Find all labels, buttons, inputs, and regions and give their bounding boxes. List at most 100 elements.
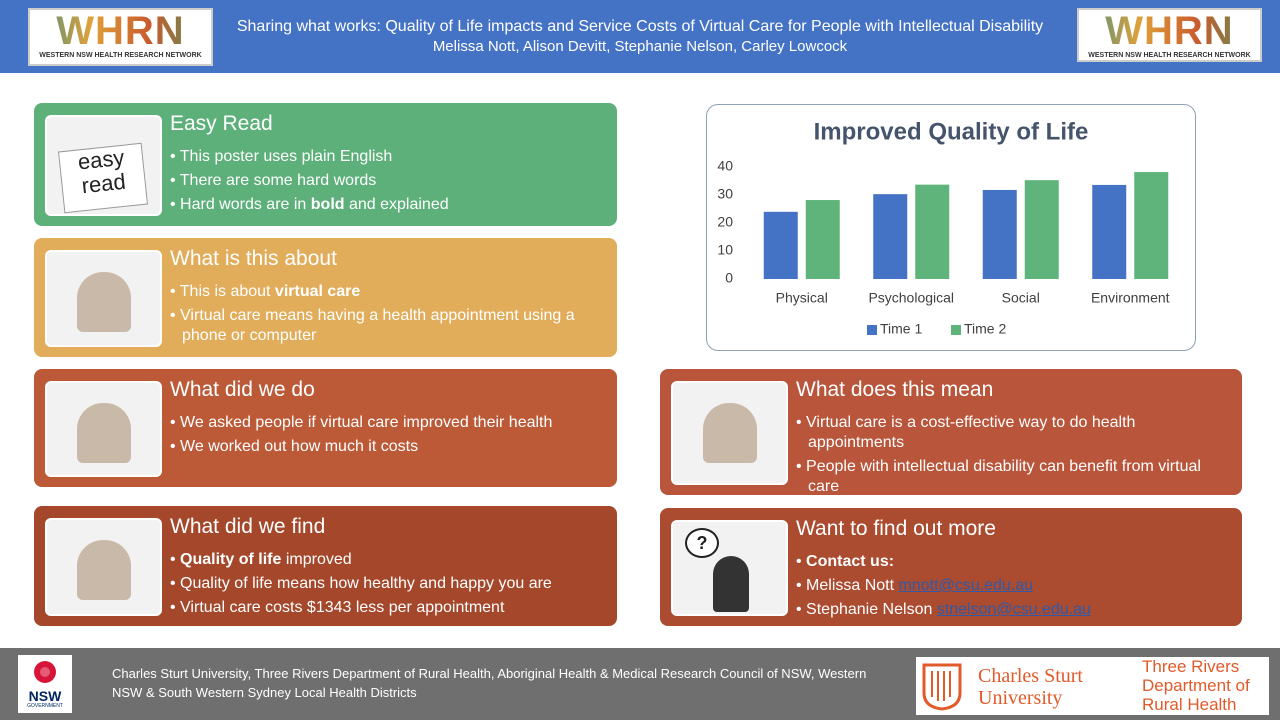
bullet: Virtual care is a cost-effective way to … [796, 413, 1228, 453]
csu-name: Charles Sturt University [978, 665, 1083, 709]
info-card: What does this mean Virtual care is a cos… [660, 369, 1242, 495]
bullet: Stephanie Nelson stnelson@csu.edu.au [796, 600, 1228, 620]
bullet: We asked people if virtual care improved… [170, 413, 603, 433]
tr-line: Rural Health [1142, 695, 1237, 714]
person [713, 556, 749, 612]
text: Hard words are in [180, 196, 311, 213]
x-tick-label: Physical [776, 290, 828, 306]
bullet-list: Quality of life improvedQuality of life … [170, 550, 603, 622]
text: There are some hard words [179, 172, 377, 189]
bullet: Virtual care means having a health appoi… [170, 306, 603, 346]
text: We asked people if virtual care improved… [180, 414, 553, 431]
bullet-list: Virtual care is a cost-effective way to … [796, 413, 1228, 501]
bar [873, 194, 908, 279]
card-picture: ? [671, 520, 788, 616]
card-picture [45, 518, 162, 616]
bullet: Quality of life means how healthy and ha… [170, 574, 603, 594]
poster-title: Sharing what works: Quality of Life impa… [236, 18, 1044, 35]
info-card: ? Want to find out more Contact us: Melissa… [660, 508, 1242, 626]
bullet-list: This poster uses plain English There are … [170, 147, 603, 219]
bullet: Hard words are in bold and explained [170, 195, 603, 215]
card-heading: What did we do [170, 378, 315, 401]
legend-swatch [867, 325, 877, 335]
waratah-icon [34, 661, 56, 683]
bullet: This poster uses plain English [170, 147, 603, 167]
legend-label: Time 1 [880, 321, 922, 337]
card-picture: easy read [45, 115, 162, 216]
tr-line: Department of [1142, 676, 1250, 695]
csu-icon [922, 663, 962, 711]
email-link[interactable]: stnelson@csu.edu.au [936, 601, 1091, 618]
nsw-subtitle: GOVERNMENT [27, 703, 63, 709]
chart-box: Improved Quality of Life 0 10 20 30 40 Physic… [706, 104, 1196, 351]
card-heading: Want to find out more [796, 517, 996, 540]
bullet-list: We asked people if virtual care improved… [170, 413, 603, 461]
bar [1092, 184, 1127, 279]
y-tick-label: 10 [717, 242, 733, 258]
bullet: This is about virtual care [170, 282, 603, 302]
text: Quality of life means how healthy and ha… [180, 575, 552, 592]
csu-line: University [978, 687, 1063, 709]
three-rivers-name: Three Rivers Department of Rural Health [1142, 657, 1250, 714]
bullet: Quality of life improved [170, 550, 603, 570]
bold-text: Quality of life [180, 551, 282, 568]
tr-line: Three Rivers [1142, 657, 1240, 676]
legend-swatch [951, 325, 961, 335]
footer-text: Charles Sturt University, Three Rivers D… [112, 666, 867, 700]
text: We worked out how much it costs [180, 438, 419, 455]
bar [1134, 172, 1169, 279]
header [0, 0, 1280, 73]
easy-read-sign: easy read [57, 142, 149, 214]
x-tick-label: Environment [1091, 290, 1170, 306]
info-card: What did we find Quality of life improved… [34, 506, 617, 626]
photo-shape [77, 540, 131, 600]
bullet: People with intellectual disability can … [796, 457, 1228, 497]
bar [805, 200, 840, 279]
bar [1024, 180, 1059, 279]
chart-title: Improved Quality of Life [814, 118, 1089, 145]
text: Stephanie Nelson [806, 601, 937, 618]
bullet: Contact us: [796, 552, 1228, 572]
card-heading: What does this mean [796, 378, 994, 401]
logo-name: WHRN [1079, 10, 1260, 52]
bar [915, 184, 950, 279]
bold-text: virtual care [274, 283, 361, 300]
logo-subtitle: WESTERN NSW HEALTH RESEARCH NETWORK [1088, 52, 1251, 59]
text: Virtual care means having a health appoi… [180, 307, 575, 344]
text: People with intellectual disability can … [806, 458, 1201, 495]
legend-label: Time 2 [964, 321, 1006, 337]
card-picture [45, 250, 162, 347]
speech-bubble: ? [685, 528, 719, 558]
y-tick-label: 30 [717, 186, 733, 202]
nsw-logo: NSW GOVERNMENT [18, 655, 72, 713]
photo-shape [77, 272, 131, 332]
bullet: We worked out how much it costs [170, 437, 603, 457]
csu-line: Charles Sturt [978, 665, 1083, 687]
authors: Melissa Nott, Alison Devitt, Stephanie N… [432, 38, 848, 55]
card-heading: What is this about [170, 247, 337, 270]
text: and explained [344, 196, 449, 213]
y-tick-label: 40 [717, 158, 733, 174]
text: Melissa Nott [806, 577, 899, 594]
bold-text: bold [310, 196, 345, 213]
bar [763, 211, 798, 279]
text: Virtual care costs $1343 less per appoin… [180, 599, 505, 616]
info-card: What did we do We asked people if virtual… [34, 369, 617, 487]
card-picture [45, 381, 162, 477]
card-picture [671, 381, 788, 485]
text: improved [281, 551, 352, 568]
info-card: What is this about This is about virtual … [34, 238, 617, 357]
partner-logos: Charles Sturt University Three Rivers De… [916, 657, 1269, 715]
email-link[interactable]: mnott@csu.edu.au [898, 577, 1034, 594]
bullet: Melissa Nott mnott@csu.edu.au [796, 576, 1228, 596]
text: Virtual care is a cost-effective way to … [806, 414, 1136, 451]
nsw-name: NSW [28, 688, 62, 704]
bullet: There are some hard words [170, 171, 603, 191]
card-heading: Easy Read [170, 112, 273, 135]
card-heading: What did we find [170, 515, 326, 538]
y-tick-label: 0 [725, 270, 733, 286]
text: This is about [179, 283, 275, 300]
logo-subtitle: WESTERN NSW HEALTH RESEARCH NETWORK [39, 52, 202, 59]
